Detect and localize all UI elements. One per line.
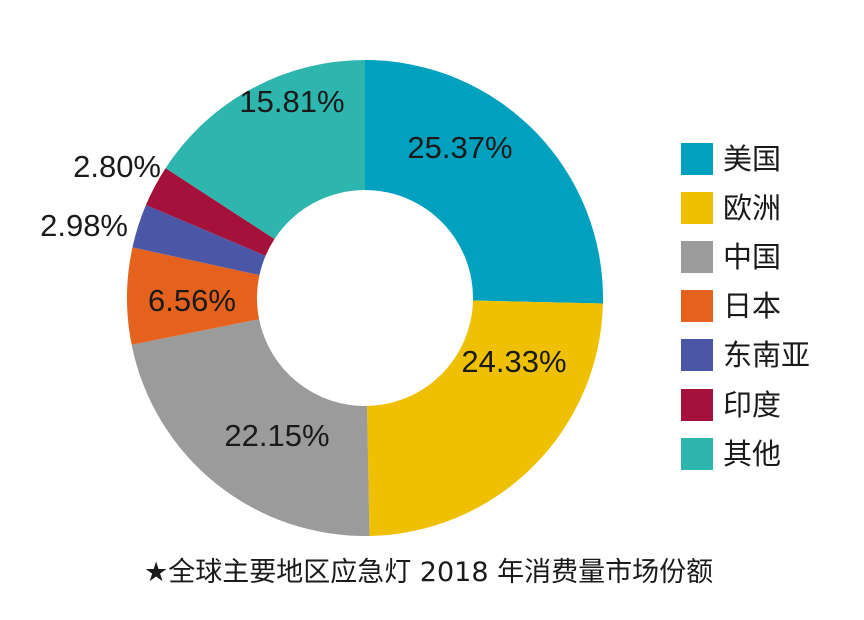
legend-swatch [681, 240, 713, 273]
legend-swatch [681, 191, 713, 224]
data-label-7: 15.81% [239, 84, 344, 119]
legend-label: 美国 [723, 141, 782, 176]
slice-3 [131, 319, 370, 536]
legend-item: 其他 [681, 429, 851, 478]
legend-swatch [681, 142, 713, 175]
chart-caption: ★全球主要地区应急灯 2018 年消费量市场份额 [144, 557, 714, 588]
slice-6 [145, 168, 275, 256]
legend-swatch [681, 339, 713, 372]
legend-label: 中国 [723, 239, 782, 274]
data-label-4: 6.56% [148, 283, 236, 318]
slice-7 [165, 60, 365, 240]
slice-1 [365, 60, 603, 304]
legend-label: 东南亚 [723, 338, 811, 373]
data-label-1: 25.37% [407, 130, 512, 165]
legend-item: 印度 [681, 380, 851, 429]
legend-item: 中国 [681, 232, 851, 281]
donut-slices [127, 60, 603, 536]
data-label-2: 24.33% [461, 344, 566, 379]
legend-label: 欧洲 [723, 190, 782, 225]
slice-2 [367, 300, 603, 536]
legend-item: 东南亚 [681, 331, 851, 380]
legend-label: 日本 [723, 289, 782, 324]
legend: 美国欧洲中国日本东南亚印度其他 [681, 134, 851, 478]
legend-swatch [681, 290, 713, 323]
legend-swatch [681, 437, 713, 470]
data-labels: 25.37% 24.33% 22.15% 6.56% 2.98% 2.80% 15.81% [40, 84, 566, 453]
legend-label: 其他 [723, 436, 782, 471]
legend-item: 日本 [681, 282, 851, 331]
data-label-5: 2.98% [40, 208, 128, 243]
data-label-6: 2.80% [73, 149, 161, 184]
slice-4 [127, 247, 260, 345]
legend-swatch [681, 388, 713, 421]
legend-label: 印度 [723, 387, 782, 422]
slice-5 [132, 204, 266, 276]
legend-item: 美国 [681, 134, 851, 183]
data-label-3: 22.15% [224, 418, 329, 453]
legend-item: 欧洲 [681, 183, 851, 232]
